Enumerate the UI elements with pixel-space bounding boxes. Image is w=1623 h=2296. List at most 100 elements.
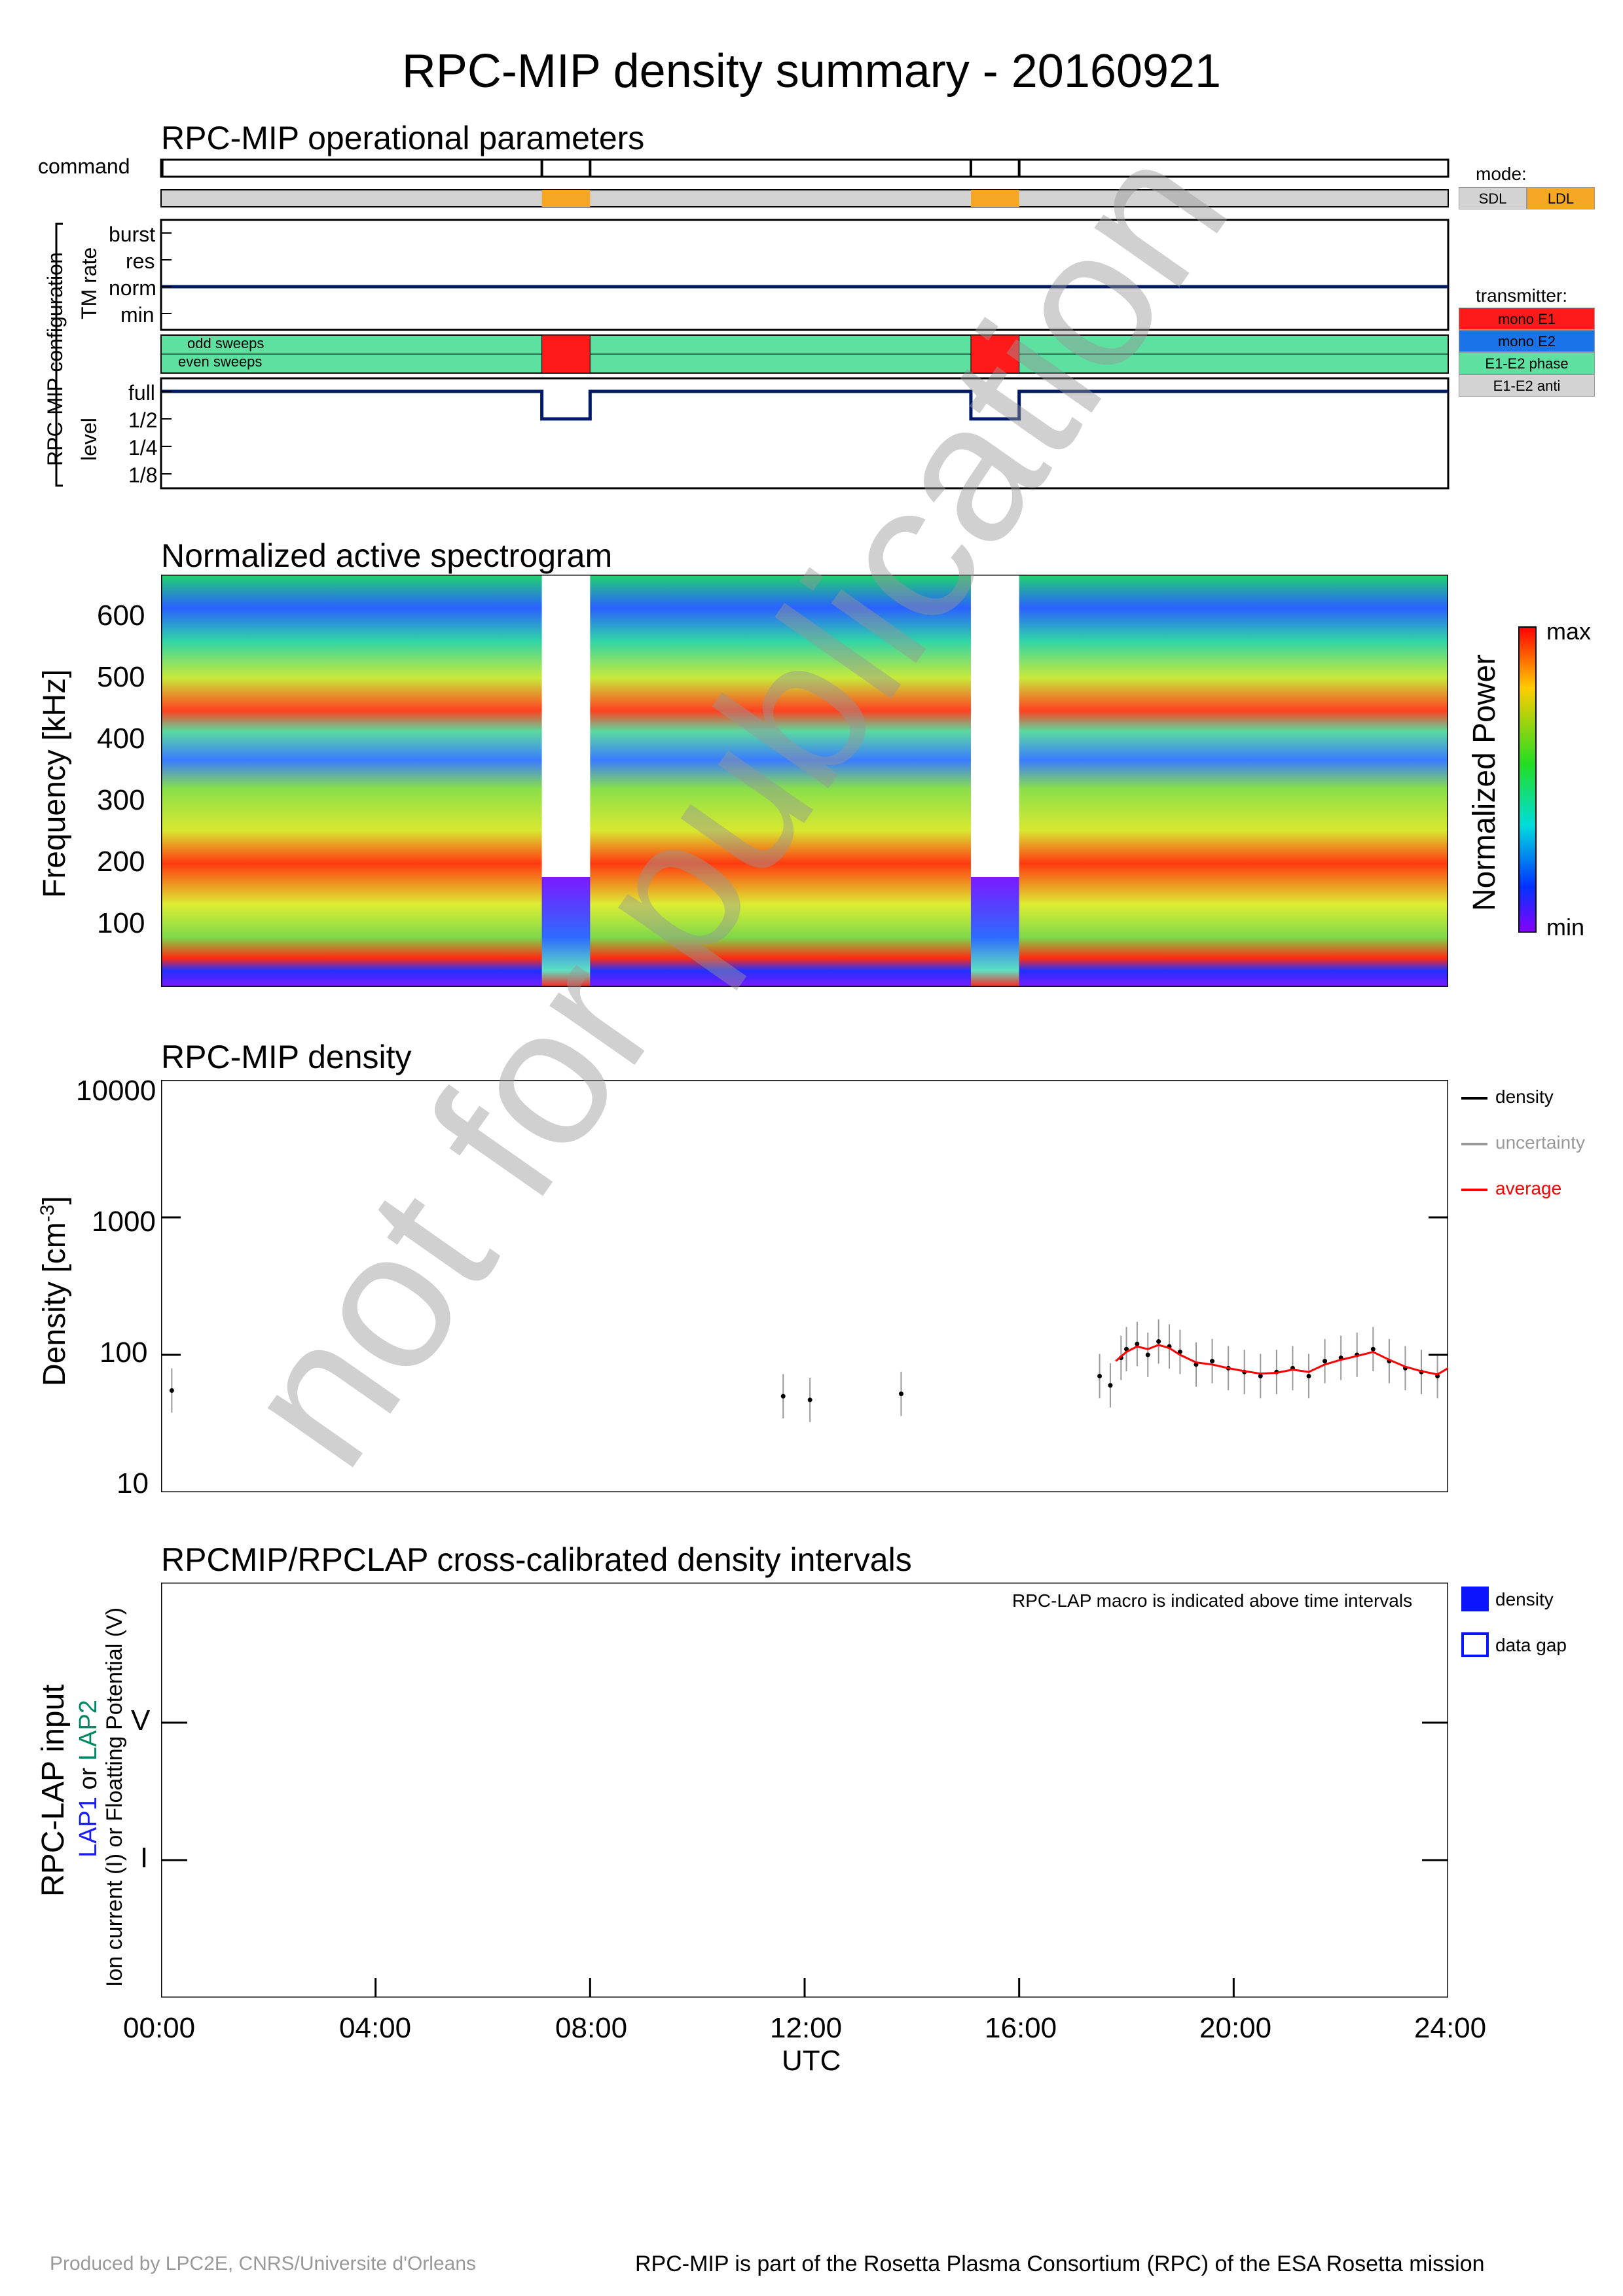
footer-mission: RPC-MIP is part of the Rosetta Plasma Co… [635, 2251, 1485, 2276]
command-ticks [160, 160, 1021, 177]
lap-legend-gap-swatch [1461, 1632, 1489, 1657]
density-point [1097, 1374, 1103, 1379]
command-row-frame [160, 158, 1450, 178]
density-ytick-10000: 10000 [76, 1075, 156, 1107]
lap-frame [161, 1583, 1448, 1998]
odd-sweeps-label: odd sweeps [187, 335, 264, 351]
level-quarter: 1/4 [128, 436, 158, 459]
mode-chip-sdl: SDL [1459, 187, 1527, 209]
colorbar-min-label: min [1546, 914, 1585, 941]
page-title: RPC-MIP density summary - 20160921 [401, 45, 1222, 98]
config-bracket [55, 223, 63, 487]
lap-legend-gap-label: data gap [1495, 1635, 1567, 1655]
legend-average-label: average [1495, 1178, 1562, 1198]
density-title: RPC-MIP density [161, 1039, 412, 1075]
density-point [1210, 1359, 1215, 1364]
density-point [1370, 1346, 1376, 1352]
xtick-1600: 16:00 [985, 2012, 1057, 2044]
density-point [1108, 1383, 1113, 1388]
spec-ytick-500: 500 [97, 661, 145, 693]
spectrogram-gap [970, 575, 1019, 877]
level-label: level [77, 418, 101, 461]
footer-credit: Produced by LPC2E, CNRS/Universite d'Orl… [50, 2253, 477, 2274]
spec-ytick-400: 400 [97, 723, 145, 755]
spec-ytick-600: 600 [97, 600, 145, 632]
legend-uncertainty-label: uncertainty [1495, 1132, 1585, 1153]
density-average-line [1115, 1344, 1448, 1376]
density-point [1322, 1359, 1328, 1364]
transmitter-chip-e1e2-anti: E1-E2 anti [1459, 374, 1595, 397]
legend-uncertainty-swatch [1461, 1143, 1487, 1145]
sweep-mono-e1-intervals [541, 334, 1020, 374]
spectrogram-title: Normalized active spectrogram [161, 537, 613, 574]
density-ytick-1000: 1000 [92, 1206, 156, 1238]
density-marks [161, 1216, 1448, 1492]
spectrogram-plot [161, 575, 1448, 987]
density-point [1306, 1374, 1311, 1379]
sweep-mono-e1-interval [970, 334, 1020, 374]
config-label: RPC-MIP configuration [43, 252, 67, 466]
xtick-2400: 24:00 [1414, 2012, 1487, 2044]
lap-ytick-i: I [140, 1842, 149, 1874]
mode-ldl-interval [970, 190, 1019, 207]
density-point [780, 1393, 786, 1399]
transmitter-chip-e1e2-phase: E1-E2 phase [1459, 352, 1595, 374]
density-point [1258, 1374, 1263, 1379]
spectrogram-gaps [541, 575, 1019, 987]
ops-panel-svg [55, 158, 1450, 490]
lap-ylabel-main: RPC-LAP input [36, 1684, 71, 1897]
transmitter-chip-mono-e1: mono E1 [1459, 308, 1595, 330]
density-point [898, 1391, 903, 1397]
even-sweeps-label: even sweeps [178, 353, 263, 370]
lap-legend-density-label: density [1495, 1589, 1554, 1609]
spectrogram-gap [541, 575, 591, 877]
density-point [807, 1397, 812, 1403]
lap-plot [161, 1583, 1448, 1998]
tm-level-min: min [120, 303, 155, 327]
xtick-0000: 00:00 [123, 2012, 196, 2044]
mode-chip-ldl: LDL [1527, 187, 1595, 209]
spectrogram-gap-band [970, 877, 1019, 987]
xtick-0400: 04:00 [339, 2012, 412, 2044]
spec-ytick-300: 300 [97, 784, 145, 816]
ops-yticks [161, 232, 172, 475]
density-ylabel: Density [cm-3] [37, 1196, 72, 1386]
mode-ldl-interval [541, 190, 591, 207]
legend-density-label: density [1495, 1086, 1554, 1107]
lap-ytick-v: V [131, 1704, 151, 1736]
xtick-1200: 12:00 [770, 2012, 843, 2044]
level-half: 1/2 [128, 408, 158, 432]
legend-density-swatch [1461, 1097, 1487, 1100]
level-box [160, 377, 1450, 490]
tm-level-res: res [126, 249, 155, 273]
tm-rate-label: TM rate [77, 247, 101, 319]
tm-level-norm: norm [109, 276, 156, 300]
colorbar-max-label: max [1546, 618, 1592, 645]
density-point [1156, 1339, 1161, 1344]
density-frame [161, 1080, 1448, 1492]
spectrogram-colorbar [1518, 626, 1537, 933]
transmitter-legend-title: transmitter: [1476, 285, 1568, 306]
level-eighth: 1/8 [128, 463, 158, 487]
mode-ldl-intervals [541, 190, 1019, 207]
density-point [1135, 1341, 1140, 1346]
xtick-0800: 08:00 [555, 2012, 628, 2044]
tm-rate-box [160, 219, 1450, 331]
lap-xticks [161, 1978, 1448, 1998]
density-ytick-100: 100 [100, 1336, 148, 1369]
lap-ylabel-probes: LAP1 or LAP2 [75, 1700, 102, 1857]
spectrogram-ylabel: Frequency [kHz] [37, 669, 72, 898]
command-label: command [38, 154, 130, 178]
xaxis-label: UTC [782, 2045, 841, 2077]
colorbar-label: Normalized Power [1467, 654, 1502, 911]
density-point [169, 1388, 174, 1393]
tm-level-burst: burst [109, 223, 156, 246]
spec-ytick-100: 100 [97, 907, 145, 939]
mode-legend-title: mode: [1476, 164, 1527, 184]
density-point [1145, 1352, 1150, 1357]
lap-title: RPCMIP/RPCLAP cross-calibrated density i… [161, 1541, 912, 1578]
level-full: full [128, 381, 155, 404]
mode-row [160, 189, 1449, 207]
density-ytick-10: 10 [117, 1467, 149, 1499]
spec-ytick-200: 200 [97, 846, 145, 878]
